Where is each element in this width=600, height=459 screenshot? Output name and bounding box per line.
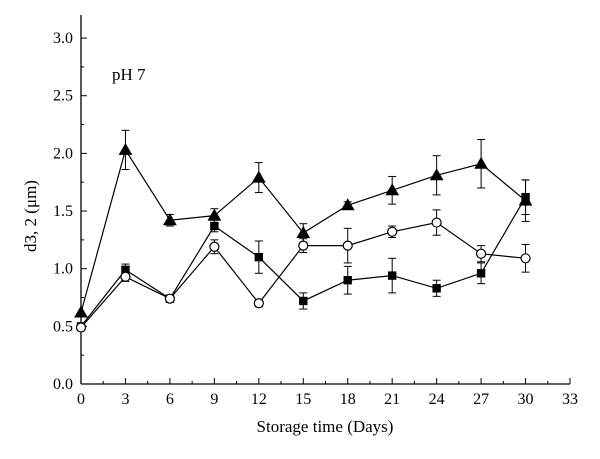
x-tick-label: 15 bbox=[295, 391, 311, 408]
data-point bbox=[164, 293, 176, 304]
data-point bbox=[387, 271, 397, 280]
data-point bbox=[387, 226, 398, 237]
x-tick-label: 12 bbox=[251, 391, 267, 408]
x-tick-label: 3 bbox=[121, 391, 129, 408]
data-point bbox=[296, 225, 311, 238]
data-point bbox=[521, 192, 530, 202]
x-tick-label: 18 bbox=[340, 391, 356, 408]
data-point bbox=[432, 284, 441, 293]
series-square-filled bbox=[76, 179, 530, 331]
data-point bbox=[476, 269, 486, 278]
y-tick-label: 2.5 bbox=[53, 88, 73, 105]
axes: 0 3 6 9 12 15 18 21 24 27 30 33 0.0 0.5 1.0 1.5 2.0 2.5 3.… bbox=[53, 15, 578, 408]
data-point bbox=[474, 156, 488, 169]
data-point bbox=[253, 298, 264, 309]
y-axis-title: d3, 2 (μm) bbox=[21, 180, 40, 252]
data-point bbox=[209, 241, 220, 252]
y-tick-label: 2.0 bbox=[53, 145, 73, 162]
data-point bbox=[429, 168, 444, 181]
y-tick-label: 3.0 bbox=[53, 30, 73, 47]
data-point bbox=[210, 221, 219, 231]
series-layer bbox=[74, 129, 533, 333]
data-point bbox=[340, 198, 355, 211]
x-tick-label: 27 bbox=[473, 391, 489, 408]
data-point bbox=[343, 276, 352, 285]
data-point bbox=[298, 240, 309, 251]
data-point bbox=[75, 322, 87, 333]
data-point bbox=[299, 296, 308, 306]
data-point bbox=[163, 213, 177, 226]
data-point bbox=[385, 183, 400, 196]
x-tick-label: 21 bbox=[384, 391, 400, 408]
data-point bbox=[118, 142, 133, 155]
x-tick-label: 0 bbox=[77, 391, 85, 408]
data-point bbox=[431, 217, 442, 228]
x-tick-label: 24 bbox=[429, 391, 445, 408]
x-axis-title: Storage time (Days) bbox=[257, 417, 394, 436]
data-point bbox=[254, 252, 264, 262]
data-point bbox=[121, 265, 130, 275]
data-point bbox=[520, 253, 531, 264]
data-point bbox=[74, 305, 88, 318]
y-tick-label: 1.5 bbox=[53, 203, 73, 220]
x-tick-label: 30 bbox=[518, 391, 534, 408]
series-triangle-filled bbox=[74, 129, 533, 318]
x-tick-label: 9 bbox=[210, 391, 218, 408]
y-tick-label: 0.5 bbox=[53, 318, 73, 335]
y-tick-label: 1.0 bbox=[53, 261, 73, 278]
data-point bbox=[207, 208, 222, 221]
data-point bbox=[120, 271, 131, 282]
chart-annotation: pH 7 bbox=[112, 65, 146, 84]
x-tick-label: 6 bbox=[166, 391, 174, 408]
x-tick-label: 33 bbox=[562, 391, 578, 408]
data-point bbox=[251, 170, 266, 183]
data-point bbox=[342, 240, 353, 251]
series-circle-open bbox=[75, 209, 531, 333]
data-point bbox=[475, 248, 487, 259]
y-tick-label: 0.0 bbox=[53, 376, 73, 393]
